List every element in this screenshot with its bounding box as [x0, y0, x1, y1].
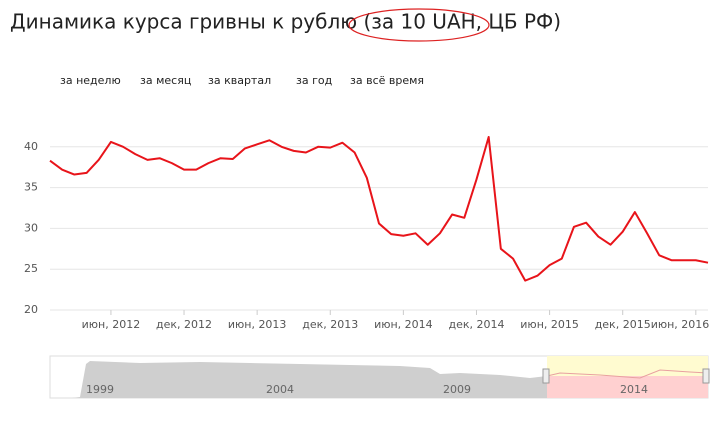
y-tick-label: 30	[24, 221, 38, 234]
range-button[interactable]: за неделю	[60, 74, 121, 87]
range-button[interactable]: за год	[296, 74, 333, 87]
navigator-handle[interactable]	[702, 368, 710, 384]
y-tick-label: 25	[24, 262, 38, 275]
y-tick-label: 20	[24, 303, 38, 316]
y-tick-label: 40	[24, 140, 38, 153]
x-tick-label: июн, 2014	[374, 318, 433, 331]
navigator-label: 2004	[266, 383, 294, 396]
range-button[interactable]: за всё время	[350, 74, 424, 87]
data-line	[49, 136, 709, 282]
y-tick-label: 35	[24, 181, 38, 194]
navigator-line	[546, 369, 709, 379]
navigator-area	[72, 361, 547, 398]
x-tick-label: июн, 2013	[228, 318, 287, 331]
x-tick-label: июн, 2016	[651, 318, 710, 331]
navigator-selection-top	[547, 356, 708, 376]
x-tick-label: июн, 2012	[82, 318, 141, 331]
title-highlight	[348, 8, 490, 42]
navigator-label: 2009	[443, 383, 471, 396]
navigator-label: 2014	[620, 383, 648, 396]
x-tick-label: дек, 2012	[156, 318, 212, 331]
chart-title: Динамика курса гривны к рублю (за 10 UAH…	[10, 10, 561, 34]
range-button[interactable]: за месяц	[140, 74, 191, 87]
navigator	[49, 355, 710, 399]
range-button[interactable]: за квартал	[208, 74, 271, 87]
x-tick-label: дек, 2013	[302, 318, 358, 331]
navigator-selection	[547, 376, 708, 398]
x-tick-label: июн, 2015	[520, 318, 579, 331]
navigator-label: 1999	[86, 383, 114, 396]
navigator-handle[interactable]	[542, 368, 550, 384]
x-tick-label: дек, 2014	[448, 318, 504, 331]
x-tick-label: дек, 2015	[595, 318, 651, 331]
